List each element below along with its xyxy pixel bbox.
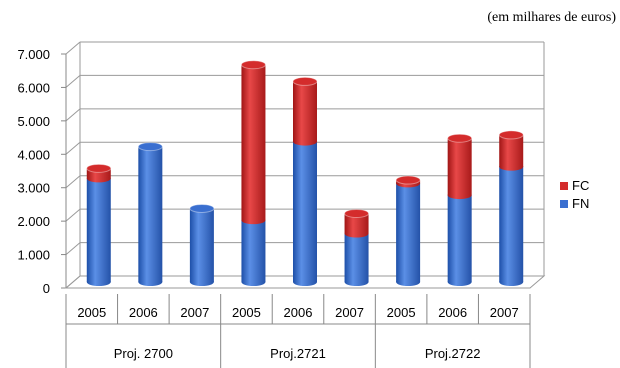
bar-fn-3 xyxy=(241,220,266,286)
x-tick-label: 2007 xyxy=(335,305,364,320)
bar-bottom-cap xyxy=(293,137,317,146)
x-tick-label: 2007 xyxy=(180,305,209,320)
bar-fn-0 xyxy=(86,178,111,286)
bar-body xyxy=(138,146,163,282)
bar-body xyxy=(293,81,317,142)
bar-body xyxy=(396,183,421,282)
y-tick-label: 1.000 xyxy=(17,248,50,263)
bar-bottom-cap xyxy=(241,216,266,225)
x-tick-label: 2005 xyxy=(387,305,416,320)
bar-bottom-cap xyxy=(447,191,472,200)
y-tick-label: 0 xyxy=(43,281,50,296)
bar-body xyxy=(344,213,369,234)
legend-swatch-fn xyxy=(560,200,568,208)
bar-top-cap xyxy=(344,208,370,218)
legend-label-fc: FC xyxy=(572,178,589,193)
x-tick-label: 2005 xyxy=(77,305,106,320)
bar-body xyxy=(447,138,472,196)
bar-body xyxy=(241,64,266,221)
bar-top-cap xyxy=(240,60,266,70)
axis-labels: 0 1.000 2.000 3.000 4.000 5.000 6.000 7.000 2005… xyxy=(17,47,518,361)
bar-fn-2 xyxy=(189,208,214,286)
y-tick-label: 2.000 xyxy=(17,214,50,229)
y-tick-label: 7.000 xyxy=(17,47,50,62)
bar-body xyxy=(241,220,266,282)
bar-fn-6 xyxy=(396,183,421,286)
bar-bottom-cap xyxy=(499,162,524,171)
axes xyxy=(61,42,546,368)
bar-fc-5 xyxy=(344,213,369,238)
bar-bottom-cap xyxy=(189,278,214,286)
bar-bottom-cap xyxy=(447,278,472,286)
gridline-depth xyxy=(65,141,81,155)
y-tick-label: 5.000 xyxy=(17,114,50,129)
bar-bottom-cap xyxy=(86,278,111,286)
gridline-depth xyxy=(65,75,81,88)
gridline-depth xyxy=(65,41,81,55)
bar-bottom-cap xyxy=(293,278,317,286)
x-tick-label: 2007 xyxy=(490,305,519,320)
bar-bottom-cap xyxy=(344,229,369,238)
bar-body xyxy=(344,233,369,282)
bar-fn-1 xyxy=(138,146,163,286)
x-tick-label: 2006 xyxy=(438,305,467,320)
x-tick-label: 2005 xyxy=(232,305,261,320)
gridline-depth xyxy=(65,175,81,189)
bar-bottom-cap xyxy=(396,278,421,286)
bar-fc-0 xyxy=(86,168,111,183)
y-tick-label: 6.000 xyxy=(17,80,50,95)
unit-note: (em milhares de euros) xyxy=(487,10,616,25)
bar-top-cap xyxy=(447,133,473,143)
bars xyxy=(86,60,524,286)
y-tick-label: 4.000 xyxy=(17,147,50,162)
bar-body xyxy=(293,141,317,282)
bar-fn-8 xyxy=(499,166,524,286)
bar-fc-4 xyxy=(293,81,317,146)
bar-body xyxy=(499,134,524,167)
bar-bottom-cap xyxy=(344,278,369,286)
bar-fc-8 xyxy=(499,134,524,171)
bar-top-cap xyxy=(395,175,421,185)
bar-fc-3 xyxy=(241,64,266,225)
bar-body xyxy=(86,168,111,179)
bar-fn-5 xyxy=(344,233,369,286)
legend-label-fn: FN xyxy=(572,196,589,211)
bar-fc-7 xyxy=(447,138,472,200)
bar-bottom-cap xyxy=(241,278,266,286)
bar-body xyxy=(86,178,111,282)
legend: FC FN xyxy=(560,178,589,211)
bar-fn-7 xyxy=(447,195,472,286)
bar-top-cap xyxy=(189,203,215,213)
group-label: Proj. 2700 xyxy=(114,346,173,361)
group-label: Proj.2722 xyxy=(425,346,481,361)
bar-top-cap xyxy=(86,163,112,173)
gridline-depth xyxy=(65,242,81,255)
bar-bottom-cap xyxy=(138,278,163,286)
gridline-depth xyxy=(65,108,81,122)
gridline-depth xyxy=(65,208,81,222)
bar-fn-4 xyxy=(293,141,317,286)
bar-body xyxy=(499,166,524,282)
group-label: Proj.2721 xyxy=(270,346,326,361)
bar-bottom-cap xyxy=(499,278,524,286)
bar-bottom-cap xyxy=(86,174,111,183)
bar-top-cap xyxy=(137,142,163,152)
y-tick-label: 3.000 xyxy=(17,181,50,196)
bar-body xyxy=(447,195,472,282)
bar-top-cap xyxy=(292,76,318,86)
bar-top-cap xyxy=(498,130,524,140)
bar-body xyxy=(189,208,214,282)
x-tick-label: 2006 xyxy=(129,305,158,320)
x-tick-label: 2006 xyxy=(284,305,313,320)
legend-swatch-fc xyxy=(560,182,568,190)
